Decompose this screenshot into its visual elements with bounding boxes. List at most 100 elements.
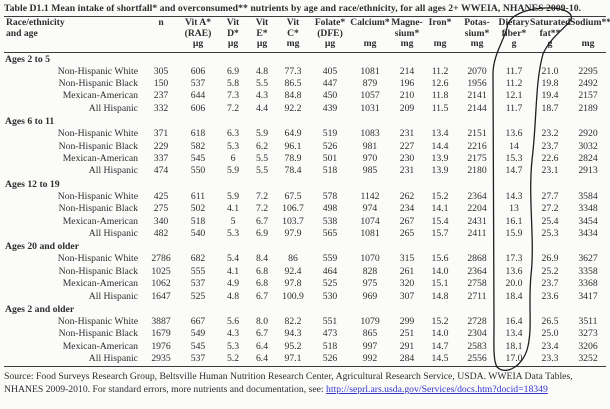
- header-line: C*: [287, 27, 299, 39]
- cell-fiber: 17.3: [505, 253, 523, 265]
- cell-n: 337: [153, 152, 169, 164]
- cell-fiber: 18.4: [505, 290, 523, 302]
- cell-n: 482: [153, 227, 169, 239]
- source-text: Source: Food Surveys Research Group, Bel…: [4, 370, 573, 396]
- cell-sat_fat: 22.6: [541, 152, 559, 164]
- section-label: Ages 2 to 5: [5, 53, 50, 65]
- column-header-magnesium: Magne-sium* mg: [390, 16, 424, 53]
- cell-potassium: 2868: [467, 253, 487, 265]
- cell-vit_e: 7.2: [255, 190, 269, 202]
- cell-vit_e: 5.5: [255, 165, 269, 177]
- cell-sat_fat: 23.3: [541, 353, 559, 365]
- section-row: Ages 12 to 19: [4, 178, 606, 191]
- cell-sodium: 3358: [578, 265, 598, 277]
- cell-potassium: 2556: [467, 353, 487, 365]
- cell-folate: 526: [322, 140, 338, 152]
- cell-vit_c: 78.4: [284, 165, 302, 177]
- row-label: Non-Hispanic Black: [58, 140, 138, 152]
- row-label: Non-Hispanic Black: [58, 265, 138, 277]
- cell-vit_d: 5: [230, 215, 236, 227]
- cell-folate: 565: [322, 227, 338, 239]
- table-row: Non-Hispanic Black 150 537 5.8 5.5 86.5 447 879…: [4, 78, 606, 90]
- cell-vit_a: 606: [190, 102, 206, 114]
- source-link[interactable]: http://seprl.ars.usda.gov/Services/docs.…: [326, 384, 548, 396]
- cell-sat_fat: 26.9: [541, 253, 559, 265]
- header-line: Vit: [255, 17, 269, 28]
- table-row: Mexican-American 337 545 6 5.5 78.9 501 970 230 1…: [4, 153, 606, 165]
- cell-fiber: 11.2: [505, 77, 523, 89]
- cell-vit_d: 6.9: [226, 65, 240, 77]
- column-header-race-ethnicity-age: Race/ethnicity and age: [4, 16, 144, 53]
- column-header-n: n: [144, 16, 178, 53]
- cell-fiber: 11.7: [505, 65, 523, 77]
- cell-potassium: 1956: [467, 77, 487, 89]
- header-name: Vit E*: [248, 17, 276, 39]
- cell-vit_a: 537: [190, 77, 206, 89]
- cell-vit_e: 6.4: [255, 353, 269, 365]
- header-line: n: [158, 17, 164, 28]
- cell-n: 3887: [151, 316, 171, 327]
- cell-calcium: 1079: [360, 316, 380, 327]
- header-unit: g: [511, 38, 517, 49]
- header-line: (DFE): [317, 27, 343, 39]
- cell-vit_d: 5.4: [226, 253, 240, 265]
- cell-vit_a: 582: [190, 140, 206, 152]
- cell-magnesium: 230: [399, 152, 415, 164]
- cell-folate: 439: [322, 102, 338, 114]
- row-label: All Hispanic: [88, 227, 138, 239]
- cell-magnesium: 307: [399, 290, 415, 302]
- cell-vit_e: 6.8: [255, 265, 269, 277]
- cell-potassium: 2364: [467, 190, 487, 202]
- cell-folate: 518: [322, 165, 338, 177]
- cell-iron: 14.4: [431, 140, 449, 152]
- cell-vit_e: 5.9: [255, 128, 269, 140]
- section-label: Ages 20 and older: [5, 241, 80, 253]
- cell-vit_c: 103.7: [282, 215, 304, 227]
- column-header-folate: Folate* (DFE) µg: [310, 16, 350, 53]
- header-unit: mg: [400, 38, 414, 49]
- cell-iron: 15.7: [431, 227, 449, 239]
- cell-vit_e: 5.5: [255, 152, 269, 164]
- cell-iron: 14.1: [431, 203, 449, 215]
- cell-magnesium: 214: [399, 65, 415, 77]
- section-label: Ages 12 to 19: [5, 178, 60, 190]
- cell-n: 237: [153, 90, 169, 102]
- cell-n: 1976: [151, 340, 171, 352]
- cell-sodium: 3252: [578, 353, 598, 365]
- header-unit: µg: [227, 38, 239, 49]
- cell-iron: 15.4: [431, 215, 449, 227]
- cell-sodium: 3206: [578, 340, 598, 352]
- cell-iron: 13.9: [431, 165, 449, 177]
- cell-fiber: 18.1: [505, 340, 523, 352]
- cell-calcium: 992: [362, 353, 378, 365]
- cell-sodium: 3434: [578, 227, 598, 239]
- table-row: Non-Hispanic White 305 606 6.9 4.8 77.3 405 108…: [4, 66, 606, 78]
- cell-vit_d: 4.1: [226, 265, 240, 277]
- cell-vit_d: 5.3: [226, 140, 240, 152]
- cell-vit_d: 6.3: [226, 128, 240, 140]
- cell-potassium: 2180: [467, 165, 487, 177]
- cell-iron: 15.2: [431, 316, 449, 327]
- cell-potassium: 2431: [467, 215, 487, 227]
- header-line: Folate*: [314, 17, 346, 28]
- cell-fiber: 14.7: [505, 165, 523, 177]
- row-label: Mexican-American: [62, 340, 138, 352]
- cell-vit_c: 84.8: [284, 90, 302, 102]
- cell-vit_c: 64.9: [284, 128, 302, 140]
- cell-sat_fat: 23.1: [541, 165, 559, 177]
- cell-sodium: 2913: [578, 165, 598, 177]
- cell-vit_d: 7.2: [226, 102, 240, 114]
- cell-potassium: 2711: [467, 290, 487, 302]
- cell-vit_d: 5.9: [226, 165, 240, 177]
- column-header-iron: Iron* mg: [424, 16, 456, 53]
- row-label: Non-Hispanic Black: [58, 328, 138, 340]
- row-label: Mexican-American: [62, 215, 138, 227]
- header-unit: µg: [256, 38, 268, 49]
- header-row: Race/ethnicity and age n Vit A* (RAE) µg Vit D*…: [4, 16, 610, 53]
- cell-vit_a: 537: [190, 278, 206, 290]
- cell-calcium: 1074: [360, 215, 380, 227]
- cell-fiber: 16.4: [505, 316, 523, 327]
- header-unit: mg: [470, 38, 484, 49]
- cell-folate: 519: [322, 128, 338, 140]
- cell-folate: 473: [322, 328, 338, 340]
